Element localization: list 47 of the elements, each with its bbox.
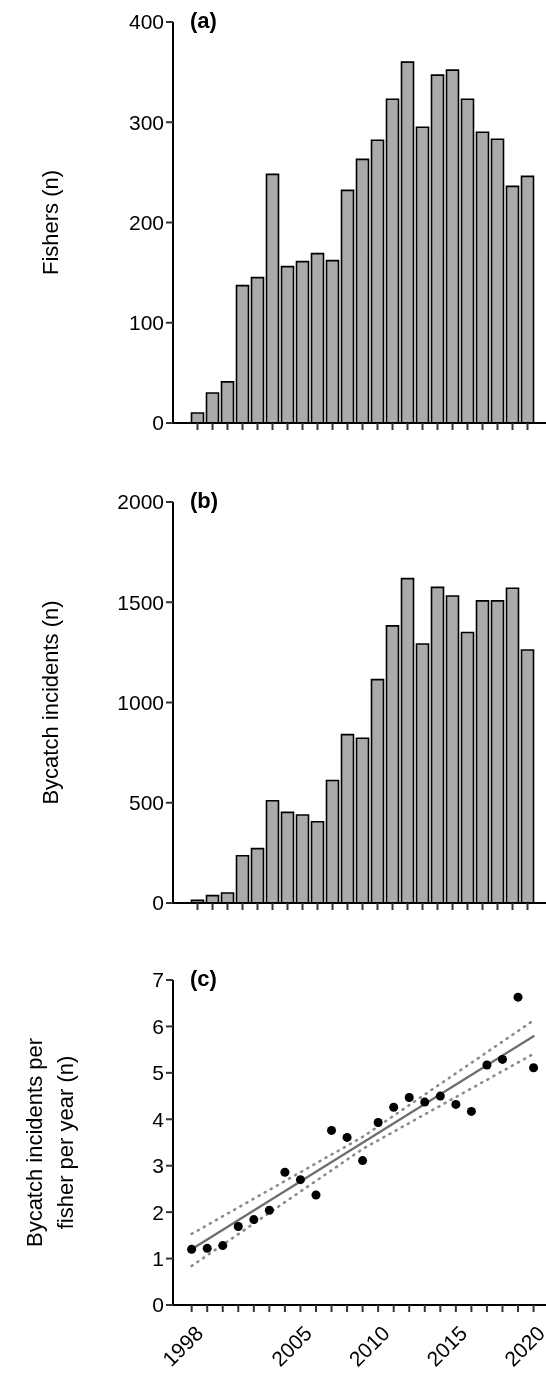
chart-title: (c) — [190, 966, 217, 992]
point — [513, 992, 523, 1002]
point — [466, 1106, 476, 1116]
y-tick-label: 1500 — [117, 590, 164, 614]
point — [482, 1060, 492, 1070]
y-tick-label: 200 — [128, 210, 164, 234]
y-tick-label: 400 — [128, 10, 164, 34]
y-tick-label: 5 — [152, 1061, 164, 1085]
chart-title: (b) — [190, 488, 219, 514]
y-tick-label: 500 — [128, 791, 164, 815]
y-tick-label: 0 — [152, 1293, 164, 1317]
point — [373, 1118, 383, 1128]
chart-title: (a) — [190, 8, 217, 34]
y-tick-label: 7 — [152, 968, 164, 992]
point — [327, 1125, 337, 1135]
y-tick-label: 0 — [152, 891, 164, 915]
y-tick-label: 300 — [128, 110, 164, 134]
y-tick-label: 3 — [152, 1154, 164, 1178]
point — [358, 1156, 368, 1166]
y-tick-label: 6 — [152, 1014, 164, 1038]
point — [311, 1190, 321, 1200]
point — [389, 1102, 399, 1112]
point — [342, 1132, 352, 1142]
y-axis-title: Bycatch incidents per fisher per year (n) — [22, 1037, 78, 1248]
point — [233, 1222, 243, 1232]
point — [187, 1244, 197, 1254]
y-axis-title: Fishers (n) — [37, 169, 63, 276]
point — [218, 1241, 228, 1251]
point — [435, 1091, 445, 1101]
point — [202, 1243, 212, 1253]
point — [404, 1092, 414, 1102]
y-tick-label: 1000 — [117, 690, 164, 714]
point — [249, 1215, 259, 1225]
point — [529, 1063, 539, 1073]
y-tick-label: 2 — [152, 1200, 164, 1224]
y-axis-title: Bycatch incidents (n) — [37, 600, 63, 805]
point — [295, 1175, 305, 1185]
y-tick-label: 1 — [152, 1247, 164, 1271]
point — [420, 1097, 430, 1107]
point — [264, 1205, 274, 1215]
y-tick-label: 100 — [128, 311, 164, 335]
y-tick-label: 0 — [152, 411, 164, 435]
point — [280, 1167, 290, 1177]
point — [497, 1054, 507, 1064]
y-tick-label: 4 — [152, 1107, 165, 1131]
y-tick-label: 2000 — [117, 490, 164, 514]
point — [451, 1099, 461, 1109]
